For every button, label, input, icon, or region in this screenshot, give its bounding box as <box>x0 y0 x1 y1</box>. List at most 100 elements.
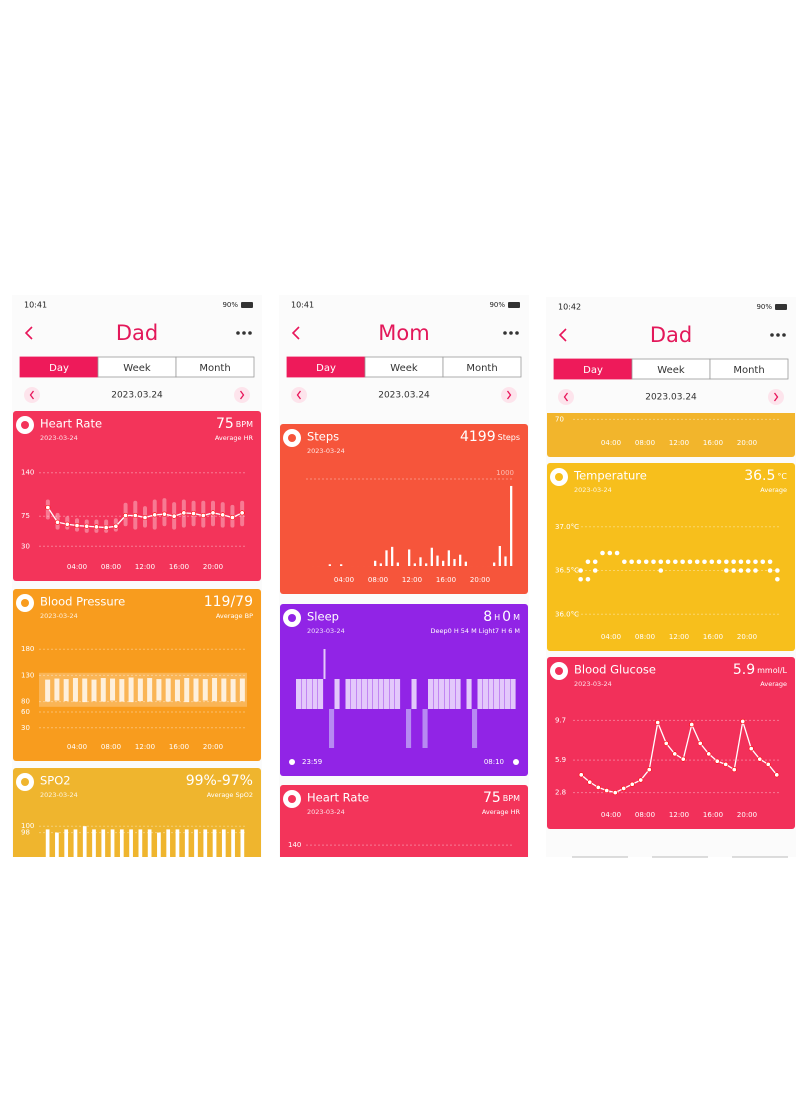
date-nav[interactable] <box>768 389 784 405</box>
range-bar <box>174 679 180 702</box>
sleep-end: 08:10 <box>484 758 504 766</box>
point <box>93 524 99 530</box>
reading-caption: Average SpO2 <box>207 791 253 799</box>
tab-label[interactable]: Week <box>123 363 151 374</box>
sleep-segment <box>455 679 461 709</box>
x-tick-label: 04:00 <box>601 811 621 819</box>
x-tick-label: 12:00 <box>669 633 689 641</box>
point <box>103 525 109 531</box>
battery-icon <box>508 302 520 308</box>
more-dot[interactable] <box>242 331 246 335</box>
date-nav[interactable] <box>234 387 250 403</box>
sleep-segment <box>510 679 516 709</box>
battery-level: 90% <box>756 303 772 311</box>
sleep-segment <box>450 679 456 709</box>
tab-label[interactable]: Month <box>466 363 497 374</box>
point <box>161 511 167 517</box>
range-bar <box>63 679 69 702</box>
bar <box>498 545 501 566</box>
y-tick-label: 2.8 <box>555 789 566 797</box>
tab-label[interactable]: Day <box>49 363 69 374</box>
range-bar <box>128 677 134 703</box>
point <box>731 568 736 573</box>
back-button[interactable] <box>24 326 33 340</box>
more-dot[interactable] <box>503 331 507 335</box>
date-nav[interactable] <box>291 387 307 403</box>
point <box>587 779 593 785</box>
x-tick-label: 20:00 <box>470 576 490 584</box>
more-dot[interactable] <box>782 333 786 337</box>
bar <box>194 829 198 857</box>
tab[interactable] <box>709 358 789 380</box>
date-nav[interactable] <box>558 389 574 405</box>
range-bar <box>119 679 125 702</box>
card-icon-dot <box>555 473 563 481</box>
x-tick-label: 08:00 <box>635 439 655 447</box>
battery-level: 90% <box>489 301 505 309</box>
more-dot[interactable] <box>509 331 513 335</box>
sun-icon <box>513 759 519 765</box>
point <box>585 576 591 582</box>
more-dot[interactable] <box>515 331 519 335</box>
point <box>689 722 695 728</box>
bar <box>419 557 422 566</box>
bar <box>408 549 411 566</box>
bar <box>64 829 69 857</box>
sleep-segment <box>422 709 428 748</box>
date-nav[interactable] <box>501 387 517 403</box>
tab-label[interactable]: Day <box>316 363 336 374</box>
more-dot[interactable] <box>770 333 774 337</box>
reading: 36.5 °C <box>744 468 787 484</box>
card <box>280 785 528 857</box>
back-button[interactable] <box>558 328 567 342</box>
card-icon-dot <box>288 795 296 803</box>
point <box>658 559 664 565</box>
tab-label[interactable]: Month <box>733 365 764 376</box>
tab-label[interactable]: Week <box>657 365 685 376</box>
point <box>665 559 671 565</box>
point <box>731 559 736 565</box>
sleep-segment <box>444 679 450 709</box>
card <box>280 424 528 594</box>
y-tick-label: 60 <box>21 708 30 716</box>
date-arrow <box>506 390 512 400</box>
back-button[interactable] <box>291 326 300 340</box>
point <box>595 784 601 790</box>
point <box>738 568 744 573</box>
y-tick-label: 180 <box>21 645 34 653</box>
date: 2023.03.24 <box>645 393 697 403</box>
more-dot[interactable] <box>236 331 240 335</box>
bar <box>175 829 180 857</box>
sleep-segment <box>389 679 395 709</box>
bar <box>147 829 152 857</box>
battery-level: 90% <box>222 301 238 309</box>
reading: 75 BPM <box>483 790 520 806</box>
more-dot[interactable] <box>776 333 780 337</box>
y-tick-label: 140 <box>21 469 34 477</box>
reading-caption: Average HR <box>215 434 254 442</box>
date-nav[interactable] <box>24 387 40 403</box>
point <box>220 512 226 518</box>
point <box>229 515 235 521</box>
more-dot[interactable] <box>248 331 252 335</box>
card-title: Blood Glucose <box>574 663 656 677</box>
tab-label[interactable]: Day <box>583 365 603 376</box>
card-date: 2023-03-24 <box>40 434 78 442</box>
sleep-segment <box>433 679 439 709</box>
tab-label[interactable]: Month <box>199 363 230 374</box>
bar <box>138 829 143 857</box>
point <box>614 550 620 556</box>
reading: 75 BPM <box>216 416 253 432</box>
sleep-segment <box>483 679 489 709</box>
tab[interactable] <box>175 356 255 378</box>
bar <box>504 556 507 566</box>
tab-label[interactable]: Week <box>390 363 418 374</box>
range-bar <box>212 678 218 702</box>
sleep-segment <box>351 679 357 709</box>
tab[interactable] <box>442 356 522 378</box>
reading-part: 75 <box>483 790 501 806</box>
point <box>123 513 129 519</box>
x-tick-label: 20:00 <box>203 743 223 751</box>
